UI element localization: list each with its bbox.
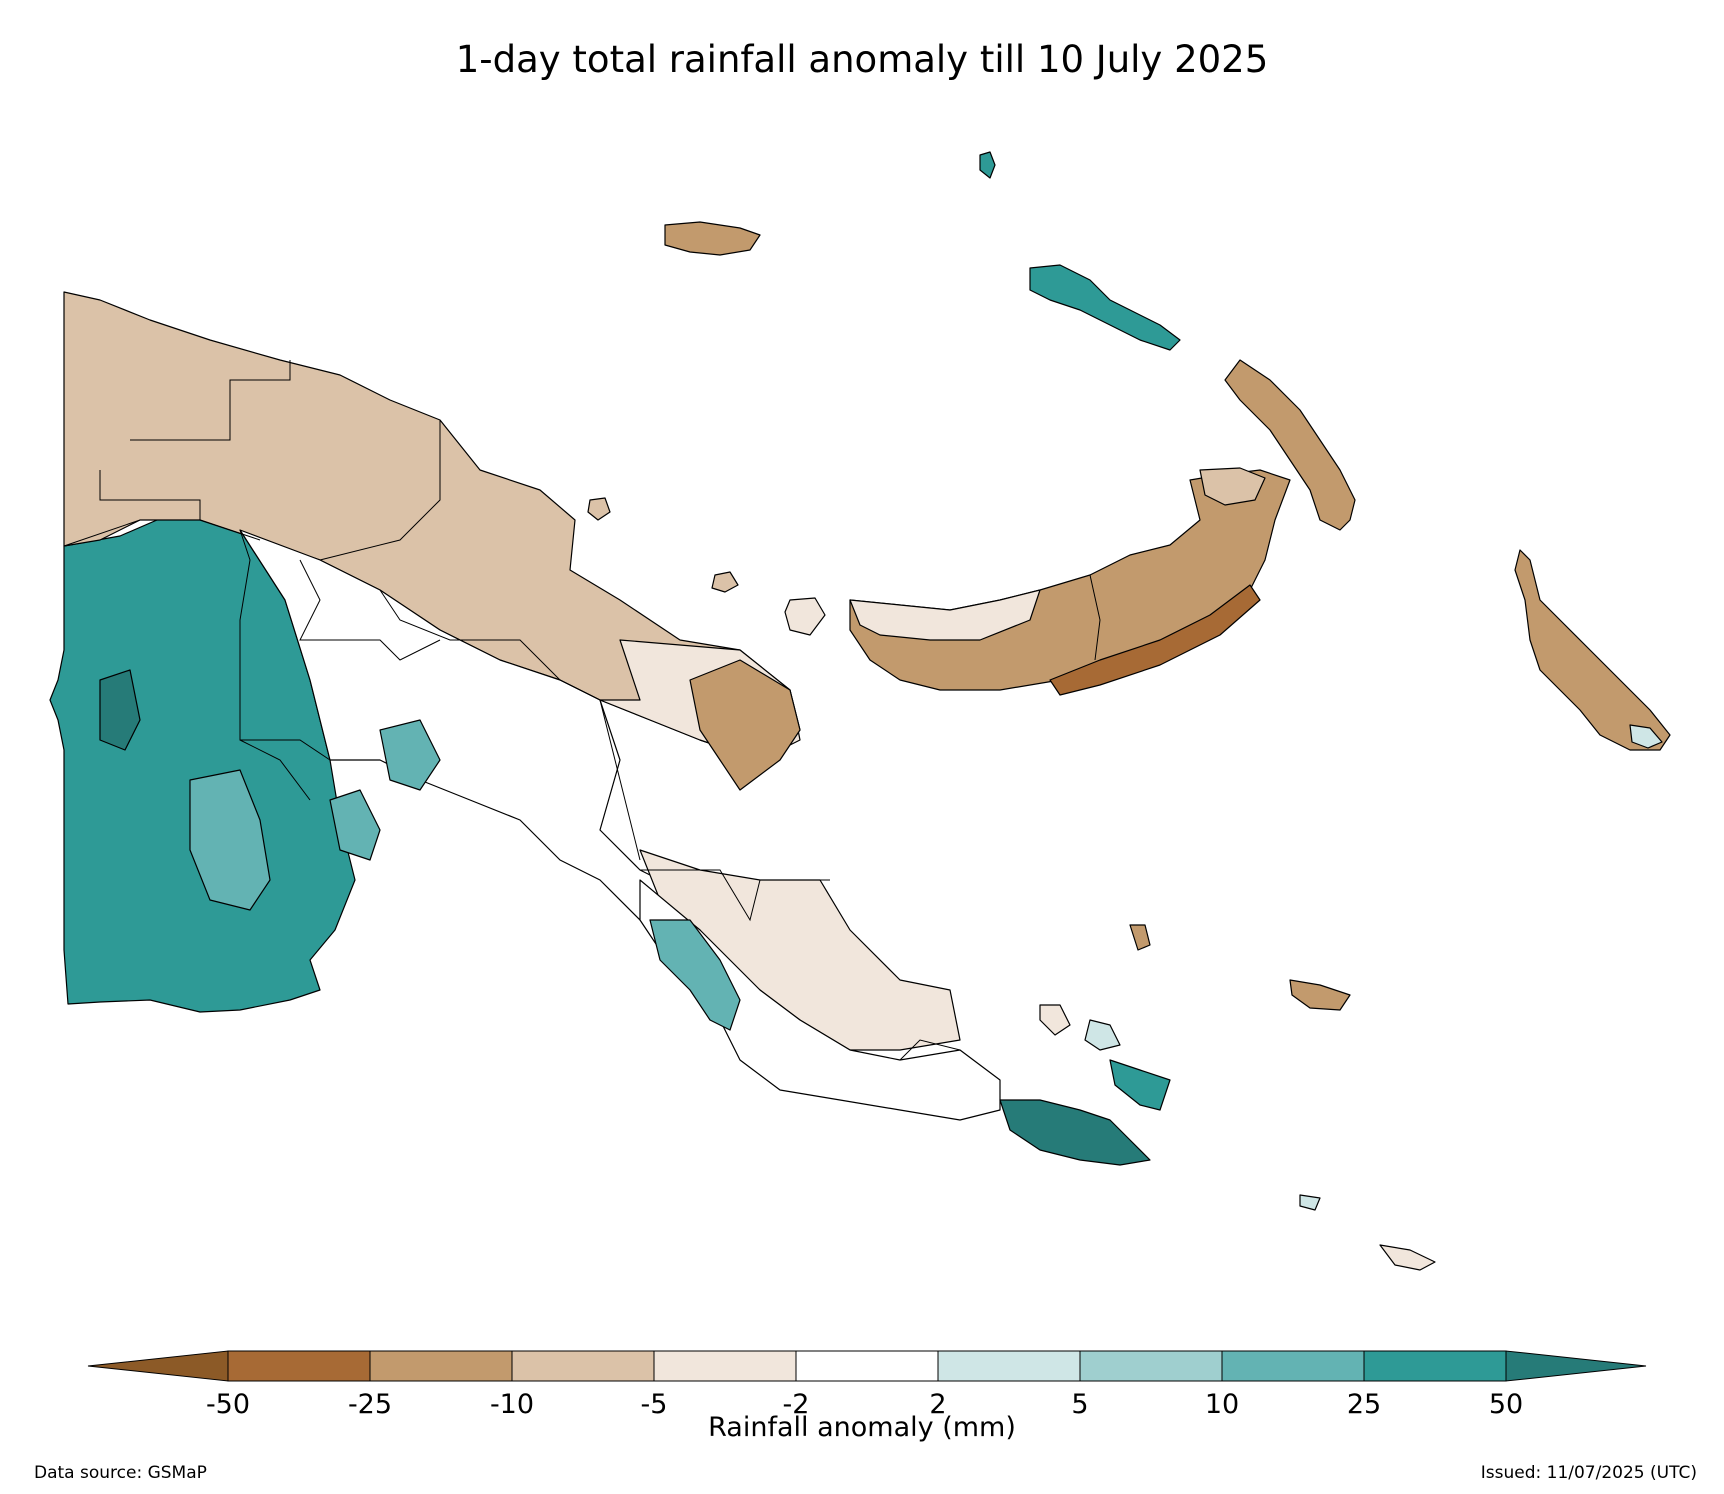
bougainville-near-wet bbox=[1629, 724, 1663, 749]
colorbar-tick-label: -50 bbox=[206, 1389, 250, 1420]
province-boundary-7 bbox=[319, 420, 441, 561]
new-hanover-wet bbox=[1029, 264, 1181, 351]
colorbar-swatch bbox=[369, 1350, 513, 1382]
province-boundary-4 bbox=[239, 739, 311, 801]
colorbar-tick-label: 25 bbox=[1347, 1389, 1381, 1420]
data-source-note: Data source: GSMaP bbox=[34, 1463, 207, 1483]
huon-dry-region bbox=[689, 659, 801, 791]
colorbar-swatch bbox=[653, 1350, 797, 1382]
colorbar-tick-label: -25 bbox=[348, 1389, 392, 1420]
province-boundary-8 bbox=[559, 679, 641, 861]
colorbar-tick-label: -2 bbox=[783, 1389, 810, 1420]
central-coast-wet-region bbox=[649, 919, 741, 1031]
mussau-island-wet bbox=[979, 151, 996, 179]
province-boundary-9 bbox=[640, 869, 830, 922]
highlands-wet-patch bbox=[379, 719, 441, 791]
western-coast-wet bbox=[189, 769, 271, 911]
bougainville-dry bbox=[1514, 549, 1671, 751]
colorbar-swatch bbox=[1363, 1350, 1507, 1382]
colorbar-swatch bbox=[227, 1350, 371, 1382]
map-title: 1-day total rainfall anomaly till 10 Jul… bbox=[455, 38, 1269, 81]
province-boundary-12 bbox=[130, 360, 291, 441]
colorbar-extend-high bbox=[1505, 1350, 1647, 1382]
fergusson-island bbox=[1084, 1019, 1121, 1051]
colorbar-tick-label: 2 bbox=[929, 1389, 946, 1420]
colorbar-tick-label: 10 bbox=[1205, 1389, 1239, 1420]
province-boundary-1 bbox=[63, 519, 261, 547]
long-island bbox=[711, 571, 739, 593]
province-boundary-5 bbox=[299, 559, 441, 661]
issued-date-note: Issued: 11/07/2025 (UTC) bbox=[1480, 1463, 1697, 1483]
normanby-wet-island bbox=[1109, 1059, 1171, 1111]
louisiade-island-small bbox=[1299, 1194, 1321, 1211]
colorbar-tick-label: -10 bbox=[490, 1389, 534, 1420]
louisiade-island bbox=[1379, 1244, 1436, 1271]
colorbar-tick-label: 5 bbox=[1071, 1389, 1088, 1420]
new-britain-very-dry-south bbox=[1049, 584, 1261, 696]
colorbar-extend-low bbox=[87, 1350, 229, 1382]
colorbar-tick-label: 50 bbox=[1489, 1389, 1523, 1420]
woodlark-island bbox=[1129, 924, 1151, 951]
manus-island-dry bbox=[664, 221, 761, 256]
province-boundary-3 bbox=[239, 529, 331, 761]
province-boundary-2 bbox=[99, 470, 201, 520]
goodenough-island bbox=[1039, 1004, 1071, 1036]
gulf-wet-patch bbox=[329, 789, 381, 861]
colorbar-swatch bbox=[795, 1350, 939, 1382]
colorbar-swatch bbox=[511, 1350, 655, 1382]
new-ireland-dry bbox=[1224, 359, 1356, 531]
western-extreme-wet-core bbox=[99, 669, 141, 751]
umboi-island bbox=[784, 597, 826, 636]
colorbar-tick-label: -5 bbox=[641, 1389, 668, 1420]
milne-bay-wet-region bbox=[999, 1099, 1151, 1166]
colorbar-swatch bbox=[937, 1350, 1081, 1382]
new-britain-east-slight-dry bbox=[1199, 467, 1266, 506]
new-britain-west-near-dry bbox=[849, 589, 1041, 641]
province-boundary-10 bbox=[899, 1039, 961, 1061]
colorbar-label: Rainfall anomaly (mm) bbox=[708, 1412, 1016, 1443]
trobriand-island bbox=[1289, 979, 1351, 1011]
province-boundary-11 bbox=[1089, 574, 1101, 661]
colorbar-swatch bbox=[1079, 1350, 1223, 1382]
karkar-island bbox=[587, 497, 611, 521]
province-boundary-6 bbox=[379, 589, 561, 681]
colorbar-swatch bbox=[1221, 1350, 1365, 1382]
